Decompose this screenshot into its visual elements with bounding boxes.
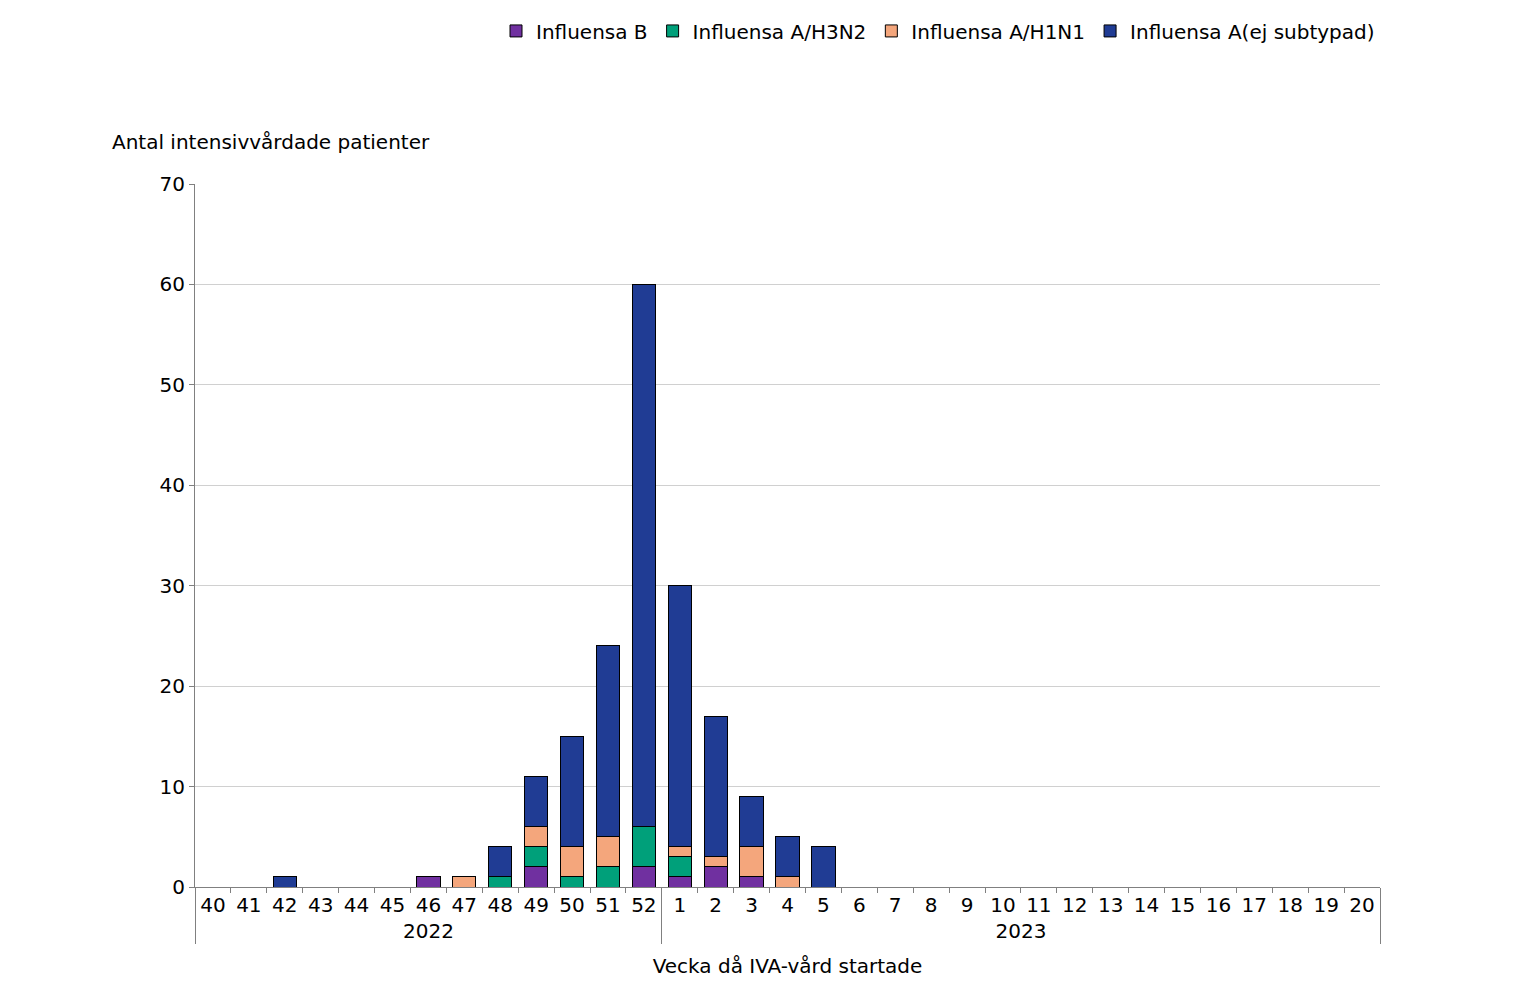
- svg-text:18: 18: [1278, 893, 1303, 917]
- svg-text:2022: 2022: [403, 919, 454, 943]
- svg-text:Vecka då IVA-vård startade: Vecka då IVA-vård startade: [653, 954, 923, 978]
- svg-text:40: 40: [160, 473, 185, 497]
- svg-text:49: 49: [523, 893, 548, 917]
- svg-text:20: 20: [1349, 893, 1374, 917]
- svg-text:8: 8: [925, 893, 938, 917]
- svg-text:2023: 2023: [995, 919, 1046, 943]
- svg-text:19: 19: [1313, 893, 1338, 917]
- svg-text:70: 70: [160, 172, 185, 196]
- svg-text:3: 3: [745, 893, 758, 917]
- svg-text:46: 46: [416, 893, 441, 917]
- svg-text:0: 0: [172, 875, 185, 899]
- svg-text:15: 15: [1170, 893, 1195, 917]
- svg-text:47: 47: [452, 893, 477, 917]
- svg-text:9: 9: [961, 893, 974, 917]
- svg-text:13: 13: [1098, 893, 1123, 917]
- svg-text:43: 43: [308, 893, 333, 917]
- svg-text:Influensa A(ej subtypad): Influensa A(ej subtypad): [1130, 20, 1374, 44]
- svg-text:10: 10: [990, 893, 1015, 917]
- svg-text:30: 30: [160, 574, 185, 598]
- svg-text:51: 51: [595, 893, 620, 917]
- svg-text:Influensa A/H1N1: Influensa A/H1N1: [911, 20, 1085, 44]
- svg-text:12: 12: [1062, 893, 1087, 917]
- svg-text:7: 7: [889, 893, 902, 917]
- svg-text:10: 10: [160, 775, 185, 799]
- svg-text:5: 5: [817, 893, 830, 917]
- svg-text:60: 60: [160, 272, 185, 296]
- svg-text:41: 41: [236, 893, 261, 917]
- svg-text:17: 17: [1242, 893, 1267, 917]
- svg-text:11: 11: [1026, 893, 1051, 917]
- svg-text:Influensa B: Influensa B: [536, 20, 648, 44]
- svg-text:16: 16: [1206, 893, 1231, 917]
- svg-text:50: 50: [160, 373, 185, 397]
- svg-text:14: 14: [1134, 893, 1159, 917]
- svg-text:Antal intensivvårdade patiente: Antal intensivvårdade patienter: [112, 130, 430, 154]
- svg-text:42: 42: [272, 893, 297, 917]
- svg-text:4: 4: [781, 893, 794, 917]
- svg-text:1: 1: [673, 893, 686, 917]
- svg-text:20: 20: [160, 674, 185, 698]
- svg-text:48: 48: [488, 893, 513, 917]
- svg-text:50: 50: [559, 893, 584, 917]
- svg-text:52: 52: [631, 893, 656, 917]
- svg-text:6: 6: [853, 893, 866, 917]
- svg-text:44: 44: [344, 893, 369, 917]
- svg-text:2: 2: [709, 893, 722, 917]
- svg-text:Influensa A/H3N2: Influensa A/H3N2: [693, 20, 867, 44]
- svg-text:40: 40: [200, 893, 225, 917]
- svg-text:45: 45: [380, 893, 405, 917]
